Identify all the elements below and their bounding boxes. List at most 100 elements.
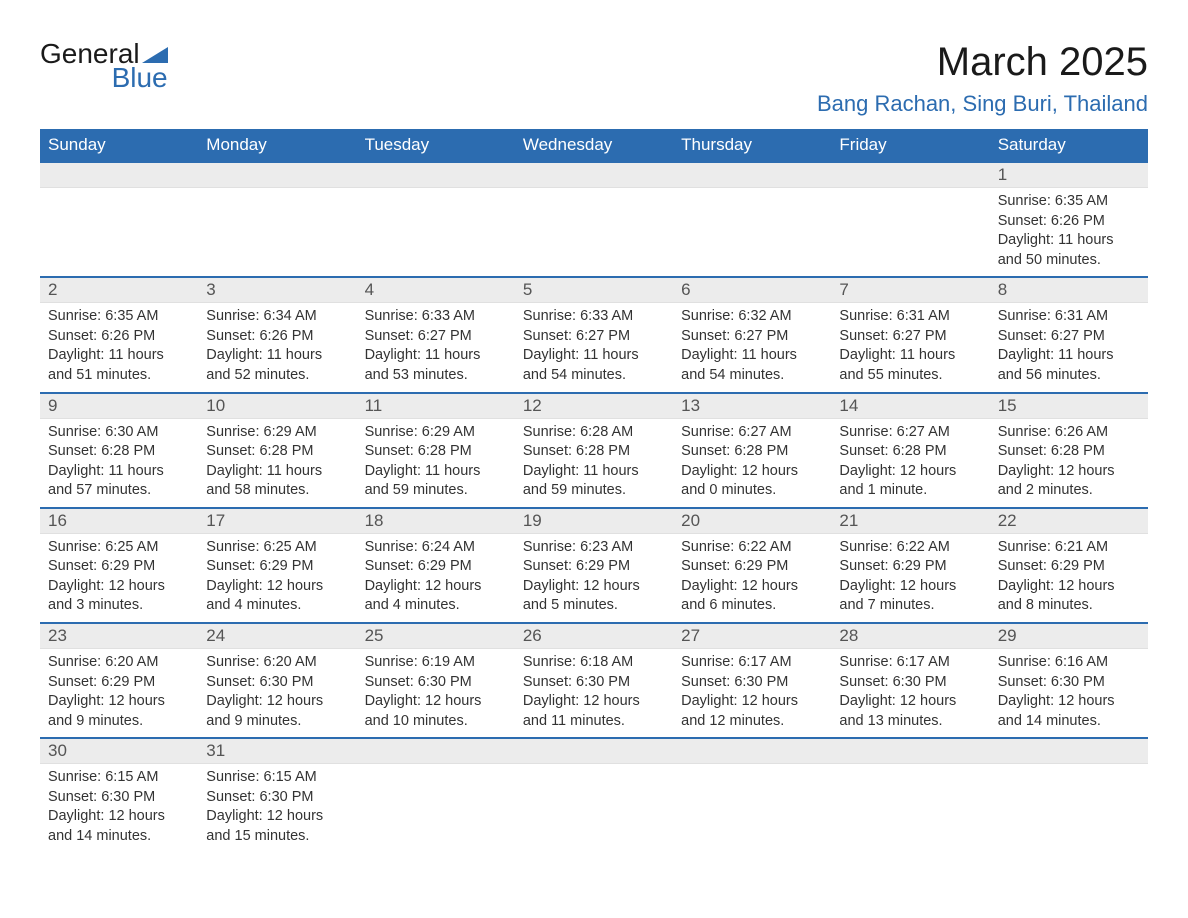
sunrise-line: Sunrise: 6:30 AM <box>48 423 190 443</box>
calendar-table: SundayMondayTuesdayWednesdayThursdayFrid… <box>40 129 1148 853</box>
sunset-line: Sunset: 6:27 PM <box>839 327 981 347</box>
day-info: Sunrise: 6:27 AMSunset: 6:28 PMDaylight:… <box>831 419 989 507</box>
daylight-line: Daylight: 11 hours and 58 minutes. <box>206 462 348 501</box>
day-info: Sunrise: 6:28 AMSunset: 6:28 PMDaylight:… <box>515 419 673 507</box>
day-info: Sunrise: 6:20 AMSunset: 6:30 PMDaylight:… <box>198 649 356 737</box>
day-cell: 19Sunrise: 6:23 AMSunset: 6:29 PMDayligh… <box>515 508 673 623</box>
sunset-line: Sunset: 6:30 PM <box>48 788 190 808</box>
sunrise-line: Sunrise: 6:20 AM <box>48 653 190 673</box>
day-info <box>198 188 356 274</box>
day-cell <box>515 738 673 852</box>
sunrise-line: Sunrise: 6:33 AM <box>365 307 507 327</box>
logo-text: General Blue <box>40 40 168 92</box>
day-info: Sunrise: 6:18 AMSunset: 6:30 PMDaylight:… <box>515 649 673 737</box>
sunset-line: Sunset: 6:30 PM <box>523 673 665 693</box>
sunset-line: Sunset: 6:26 PM <box>998 212 1140 232</box>
sunrise-line: Sunrise: 6:26 AM <box>998 423 1140 443</box>
daylight-line: Daylight: 11 hours and 57 minutes. <box>48 462 190 501</box>
day-cell: 5Sunrise: 6:33 AMSunset: 6:27 PMDaylight… <box>515 277 673 392</box>
sunset-line: Sunset: 6:30 PM <box>206 673 348 693</box>
day-info: Sunrise: 6:35 AMSunset: 6:26 PMDaylight:… <box>40 303 198 391</box>
sunset-line: Sunset: 6:28 PM <box>681 442 823 462</box>
sunrise-line: Sunrise: 6:25 AM <box>48 538 190 558</box>
day-info: Sunrise: 6:26 AMSunset: 6:28 PMDaylight:… <box>990 419 1148 507</box>
sunset-line: Sunset: 6:28 PM <box>839 442 981 462</box>
day-number <box>515 163 673 188</box>
sunrise-line: Sunrise: 6:22 AM <box>681 538 823 558</box>
sunset-line: Sunset: 6:27 PM <box>523 327 665 347</box>
day-number: 9 <box>40 394 198 419</box>
day-cell: 21Sunrise: 6:22 AMSunset: 6:29 PMDayligh… <box>831 508 989 623</box>
daylight-line: Daylight: 11 hours and 51 minutes. <box>48 346 190 385</box>
daylight-line: Daylight: 12 hours and 13 minutes. <box>839 692 981 731</box>
day-cell <box>357 738 515 852</box>
day-number <box>357 739 515 764</box>
daylight-line: Daylight: 11 hours and 52 minutes. <box>206 346 348 385</box>
week-row: 30Sunrise: 6:15 AMSunset: 6:30 PMDayligh… <box>40 738 1148 852</box>
sunrise-line: Sunrise: 6:27 AM <box>839 423 981 443</box>
daylight-line: Daylight: 11 hours and 54 minutes. <box>681 346 823 385</box>
day-info: Sunrise: 6:20 AMSunset: 6:29 PMDaylight:… <box>40 649 198 737</box>
sunrise-line: Sunrise: 6:33 AM <box>523 307 665 327</box>
day-number: 31 <box>198 739 356 764</box>
day-cell <box>990 738 1148 852</box>
day-number: 30 <box>40 739 198 764</box>
day-info: Sunrise: 6:31 AMSunset: 6:27 PMDaylight:… <box>831 303 989 391</box>
daylight-line: Daylight: 11 hours and 59 minutes. <box>523 462 665 501</box>
day-number: 1 <box>990 163 1148 188</box>
daylight-line: Daylight: 12 hours and 10 minutes. <box>365 692 507 731</box>
sunset-line: Sunset: 6:29 PM <box>998 557 1140 577</box>
sunset-line: Sunset: 6:30 PM <box>206 788 348 808</box>
week-row: 23Sunrise: 6:20 AMSunset: 6:29 PMDayligh… <box>40 623 1148 738</box>
daylight-line: Daylight: 12 hours and 7 minutes. <box>839 577 981 616</box>
day-header-row: SundayMondayTuesdayWednesdayThursdayFrid… <box>40 129 1148 162</box>
day-info <box>673 188 831 274</box>
day-number: 8 <box>990 278 1148 303</box>
daylight-line: Daylight: 12 hours and 2 minutes. <box>998 462 1140 501</box>
sunset-line: Sunset: 6:27 PM <box>998 327 1140 347</box>
day-info: Sunrise: 6:31 AMSunset: 6:27 PMDaylight:… <box>990 303 1148 391</box>
daylight-line: Daylight: 11 hours and 54 minutes. <box>523 346 665 385</box>
day-number: 29 <box>990 624 1148 649</box>
day-cell <box>198 162 356 277</box>
day-info: Sunrise: 6:29 AMSunset: 6:28 PMDaylight:… <box>198 419 356 507</box>
sunset-line: Sunset: 6:30 PM <box>998 673 1140 693</box>
day-cell: 4Sunrise: 6:33 AMSunset: 6:27 PMDaylight… <box>357 277 515 392</box>
day-number: 20 <box>673 509 831 534</box>
day-cell: 2Sunrise: 6:35 AMSunset: 6:26 PMDaylight… <box>40 277 198 392</box>
day-header-monday: Monday <box>198 129 356 162</box>
sunset-line: Sunset: 6:27 PM <box>365 327 507 347</box>
sunrise-line: Sunrise: 6:23 AM <box>523 538 665 558</box>
daylight-line: Daylight: 12 hours and 11 minutes. <box>523 692 665 731</box>
day-info: Sunrise: 6:23 AMSunset: 6:29 PMDaylight:… <box>515 534 673 622</box>
day-cell: 18Sunrise: 6:24 AMSunset: 6:29 PMDayligh… <box>357 508 515 623</box>
day-number <box>357 163 515 188</box>
day-cell: 29Sunrise: 6:16 AMSunset: 6:30 PMDayligh… <box>990 623 1148 738</box>
day-number: 17 <box>198 509 356 534</box>
day-cell: 12Sunrise: 6:28 AMSunset: 6:28 PMDayligh… <box>515 393 673 508</box>
week-row: 1Sunrise: 6:35 AMSunset: 6:26 PMDaylight… <box>40 162 1148 277</box>
day-number <box>198 163 356 188</box>
day-info: Sunrise: 6:33 AMSunset: 6:27 PMDaylight:… <box>515 303 673 391</box>
sunrise-line: Sunrise: 6:32 AM <box>681 307 823 327</box>
sunset-line: Sunset: 6:26 PM <box>48 327 190 347</box>
day-cell: 17Sunrise: 6:25 AMSunset: 6:29 PMDayligh… <box>198 508 356 623</box>
daylight-line: Daylight: 11 hours and 56 minutes. <box>998 346 1140 385</box>
sunset-line: Sunset: 6:30 PM <box>839 673 981 693</box>
sunrise-line: Sunrise: 6:21 AM <box>998 538 1140 558</box>
sunset-line: Sunset: 6:27 PM <box>681 327 823 347</box>
day-info: Sunrise: 6:16 AMSunset: 6:30 PMDaylight:… <box>990 649 1148 737</box>
day-cell: 25Sunrise: 6:19 AMSunset: 6:30 PMDayligh… <box>357 623 515 738</box>
day-header-thursday: Thursday <box>673 129 831 162</box>
day-number: 6 <box>673 278 831 303</box>
sunset-line: Sunset: 6:30 PM <box>365 673 507 693</box>
sunset-line: Sunset: 6:29 PM <box>839 557 981 577</box>
day-info <box>831 188 989 274</box>
day-number: 16 <box>40 509 198 534</box>
day-info: Sunrise: 6:17 AMSunset: 6:30 PMDaylight:… <box>673 649 831 737</box>
daylight-line: Daylight: 12 hours and 4 minutes. <box>365 577 507 616</box>
sunrise-line: Sunrise: 6:15 AM <box>48 768 190 788</box>
sunrise-line: Sunrise: 6:29 AM <box>206 423 348 443</box>
day-number: 25 <box>357 624 515 649</box>
day-info <box>40 188 198 274</box>
